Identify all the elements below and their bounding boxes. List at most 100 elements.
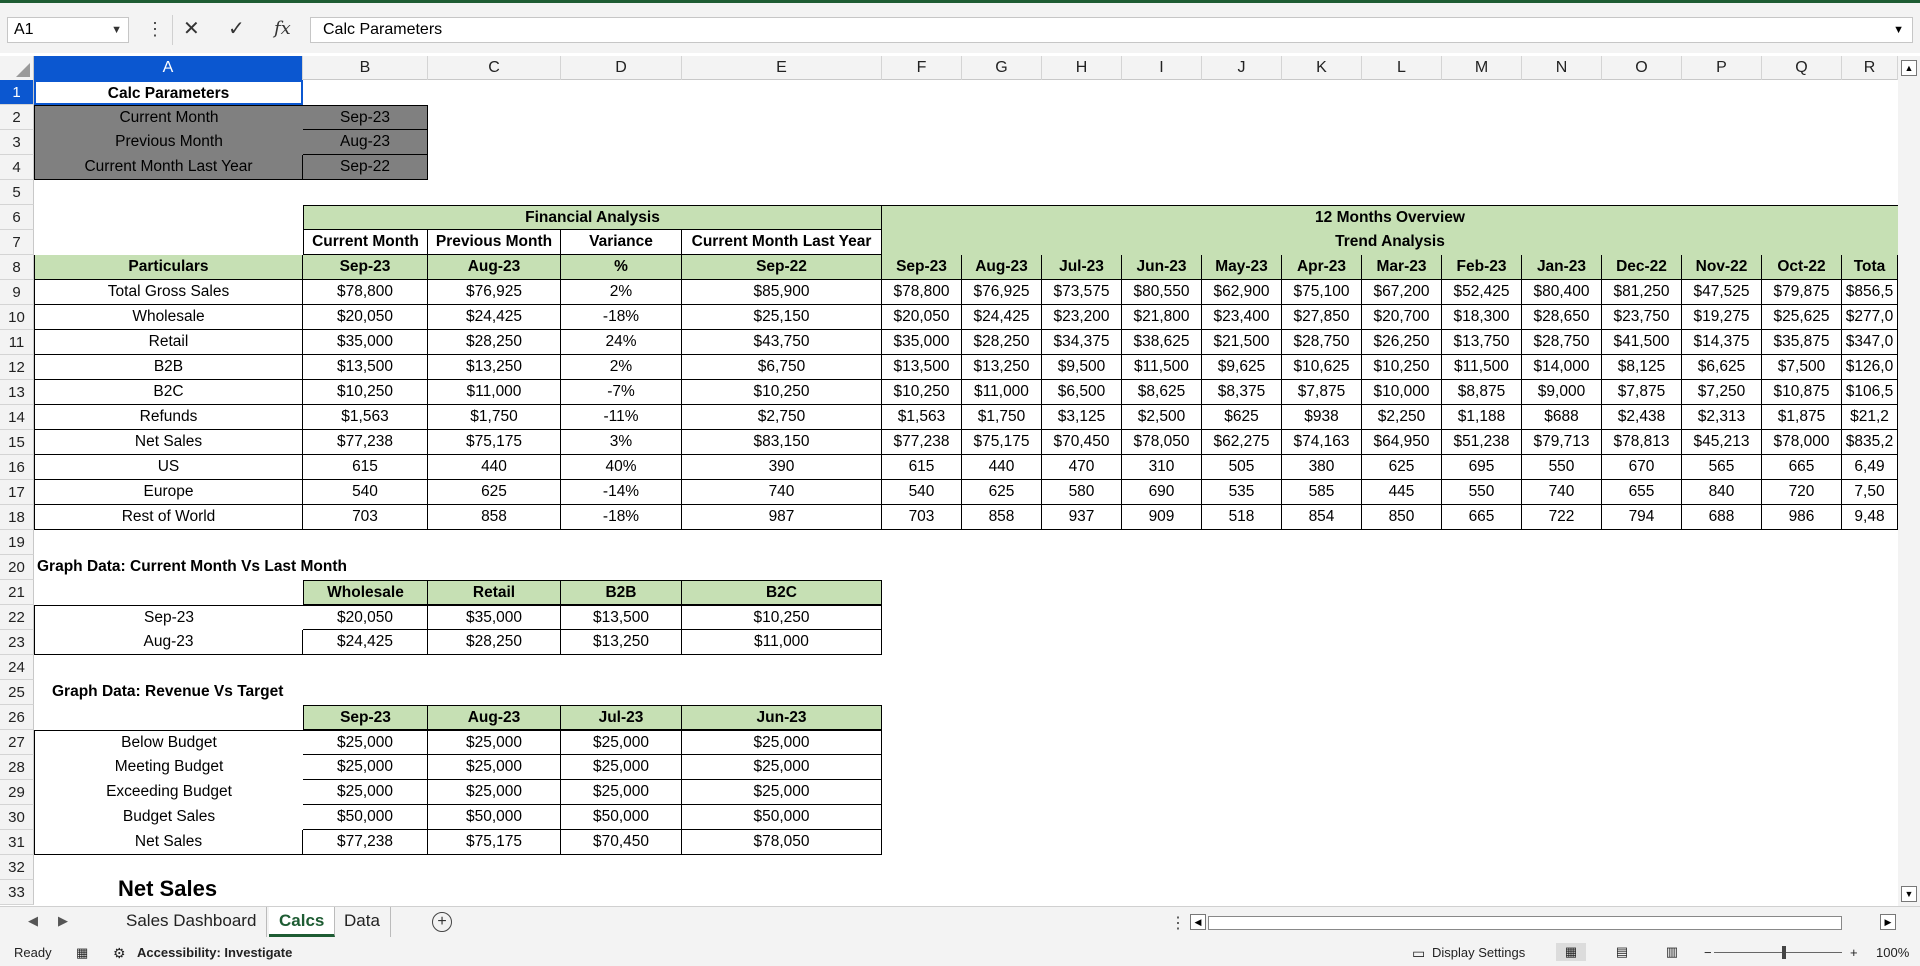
- row-header-5[interactable]: 5: [0, 180, 34, 205]
- row-header-17[interactable]: 17: [0, 480, 34, 505]
- financial-value[interactable]: 3%: [561, 430, 682, 455]
- trend-value[interactable]: 720: [1762, 480, 1842, 505]
- trend-value[interactable]: 688: [1682, 505, 1762, 530]
- row-header-30[interactable]: 30: [0, 805, 34, 830]
- horizontal-scrollbar[interactable]: ⋮ ◀ ▶: [1170, 913, 1898, 932]
- graph1-value[interactable]: $13,250: [561, 630, 682, 655]
- financial-value[interactable]: $13,500: [303, 355, 428, 380]
- row-header-13[interactable]: 13: [0, 380, 34, 405]
- add-sheet-icon[interactable]: +: [432, 912, 452, 932]
- trend-value[interactable]: $8,125: [1602, 355, 1682, 380]
- scroll-down-icon[interactable]: ▼: [1901, 886, 1917, 902]
- trend-value[interactable]: 580: [1042, 480, 1122, 505]
- trend-value[interactable]: $3,125: [1042, 405, 1122, 430]
- tab-calcs[interactable]: Calcs: [269, 907, 336, 937]
- graph2-value[interactable]: $50,000: [561, 805, 682, 830]
- trend-value[interactable]: $79,875: [1762, 280, 1842, 305]
- trend-value[interactable]: 740: [1522, 480, 1602, 505]
- trend-value[interactable]: 9,48: [1842, 505, 1898, 530]
- calc-param-label[interactable]: Current Month Last Year: [34, 155, 303, 180]
- financial-value[interactable]: 625: [428, 480, 561, 505]
- trend-value[interactable]: $1,875: [1762, 405, 1842, 430]
- scroll-up-icon[interactable]: ▲: [1901, 60, 1917, 76]
- tab-data[interactable]: Data: [334, 907, 391, 937]
- column-header-k[interactable]: K: [1282, 56, 1362, 80]
- trend-value[interactable]: 665: [1762, 455, 1842, 480]
- column-header-c[interactable]: C: [428, 56, 561, 80]
- financial-value[interactable]: -11%: [561, 405, 682, 430]
- graph1-header[interactable]: B2C: [682, 580, 882, 605]
- zoom-slider[interactable]: [1714, 952, 1842, 953]
- trend-value[interactable]: $28,650: [1522, 305, 1602, 330]
- column-header-o[interactable]: O: [1602, 56, 1682, 80]
- graph2-header[interactable]: Jul-23: [561, 705, 682, 730]
- row-header-25[interactable]: 25: [0, 680, 34, 705]
- trend-value[interactable]: $625: [1202, 405, 1282, 430]
- scroll-right-icon[interactable]: ▶: [1880, 914, 1896, 930]
- trend-value[interactable]: 695: [1442, 455, 1522, 480]
- trend-value[interactable]: 445: [1362, 480, 1442, 505]
- row-header-15[interactable]: 15: [0, 430, 34, 455]
- financial-value[interactable]: $77,238: [303, 430, 428, 455]
- column-header-m[interactable]: M: [1442, 56, 1522, 80]
- graph1-header[interactable]: B2B: [561, 580, 682, 605]
- trend-value[interactable]: 858: [962, 505, 1042, 530]
- graph1-value[interactable]: $35,000: [428, 605, 561, 630]
- row-header-1[interactable]: 1: [0, 80, 34, 105]
- graph2-value[interactable]: $25,000: [682, 730, 882, 755]
- financial-value[interactable]: $43,750: [682, 330, 882, 355]
- trend-value[interactable]: $8,875: [1442, 380, 1522, 405]
- financial-value[interactable]: $13,250: [428, 355, 561, 380]
- trend-value[interactable]: $1,750: [962, 405, 1042, 430]
- trend-value[interactable]: $78,800: [882, 280, 962, 305]
- trend-value[interactable]: $78,813: [1602, 430, 1682, 455]
- trend-value[interactable]: $18,300: [1442, 305, 1522, 330]
- graph2-row-label[interactable]: Budget Sales: [34, 805, 303, 830]
- more-options-icon[interactable]: ⋮: [146, 19, 164, 39]
- trend-value[interactable]: 585: [1282, 480, 1362, 505]
- column-header-p[interactable]: P: [1682, 56, 1762, 80]
- graph2-value[interactable]: $25,000: [428, 730, 561, 755]
- chevron-down-icon[interactable]: ▼: [111, 24, 122, 36]
- row-header-23[interactable]: 23: [0, 630, 34, 655]
- normal-view-icon[interactable]: ▦: [1556, 943, 1586, 961]
- graph2-value[interactable]: $25,000: [428, 755, 561, 780]
- trend-value[interactable]: $26,250: [1362, 330, 1442, 355]
- trend-value[interactable]: $1,563: [882, 405, 962, 430]
- row-header-12[interactable]: 12: [0, 355, 34, 380]
- column-header-f[interactable]: F: [882, 56, 962, 80]
- trend-value[interactable]: $51,238: [1442, 430, 1522, 455]
- particular-label[interactable]: Refunds: [34, 405, 303, 430]
- trend-value[interactable]: $78,050: [1122, 430, 1202, 455]
- zoom-level[interactable]: 100%: [1876, 945, 1910, 960]
- financial-value[interactable]: -7%: [561, 380, 682, 405]
- trend-value[interactable]: 986: [1762, 505, 1842, 530]
- column-header-r[interactable]: R: [1842, 56, 1898, 80]
- trend-value[interactable]: $52,425: [1442, 280, 1522, 305]
- trend-value[interactable]: $2,438: [1602, 405, 1682, 430]
- financial-value[interactable]: 440: [428, 455, 561, 480]
- row-header-21[interactable]: 21: [0, 580, 34, 605]
- graph2-value[interactable]: $25,000: [303, 755, 428, 780]
- trend-value[interactable]: $2,500: [1122, 405, 1202, 430]
- graph2-value[interactable]: $75,175: [428, 830, 561, 855]
- graph2-value[interactable]: $25,000: [561, 780, 682, 805]
- trend-value[interactable]: $9,625: [1202, 355, 1282, 380]
- trend-value[interactable]: 310: [1122, 455, 1202, 480]
- particular-label[interactable]: B2C: [34, 380, 303, 405]
- month-header[interactable]: Sep-23: [882, 255, 962, 280]
- prev-sheet-icon[interactable]: ◀: [28, 913, 38, 928]
- graph2-value[interactable]: $25,000: [682, 755, 882, 780]
- trend-value[interactable]: $6,625: [1682, 355, 1762, 380]
- trend-value[interactable]: $23,750: [1602, 305, 1682, 330]
- calc-param-value[interactable]: Aug-23: [303, 130, 428, 155]
- graph1-header[interactable]: Retail: [428, 580, 561, 605]
- graph2-value[interactable]: $78,050: [682, 830, 882, 855]
- graph2-value[interactable]: $50,000: [682, 805, 882, 830]
- financial-value[interactable]: $20,050: [303, 305, 428, 330]
- graph2-value[interactable]: $77,238: [303, 830, 428, 855]
- particular-label[interactable]: B2B: [34, 355, 303, 380]
- trend-value[interactable]: $1,188: [1442, 405, 1522, 430]
- trend-value[interactable]: 6,49: [1842, 455, 1898, 480]
- period-header[interactable]: Sep-22: [682, 255, 882, 280]
